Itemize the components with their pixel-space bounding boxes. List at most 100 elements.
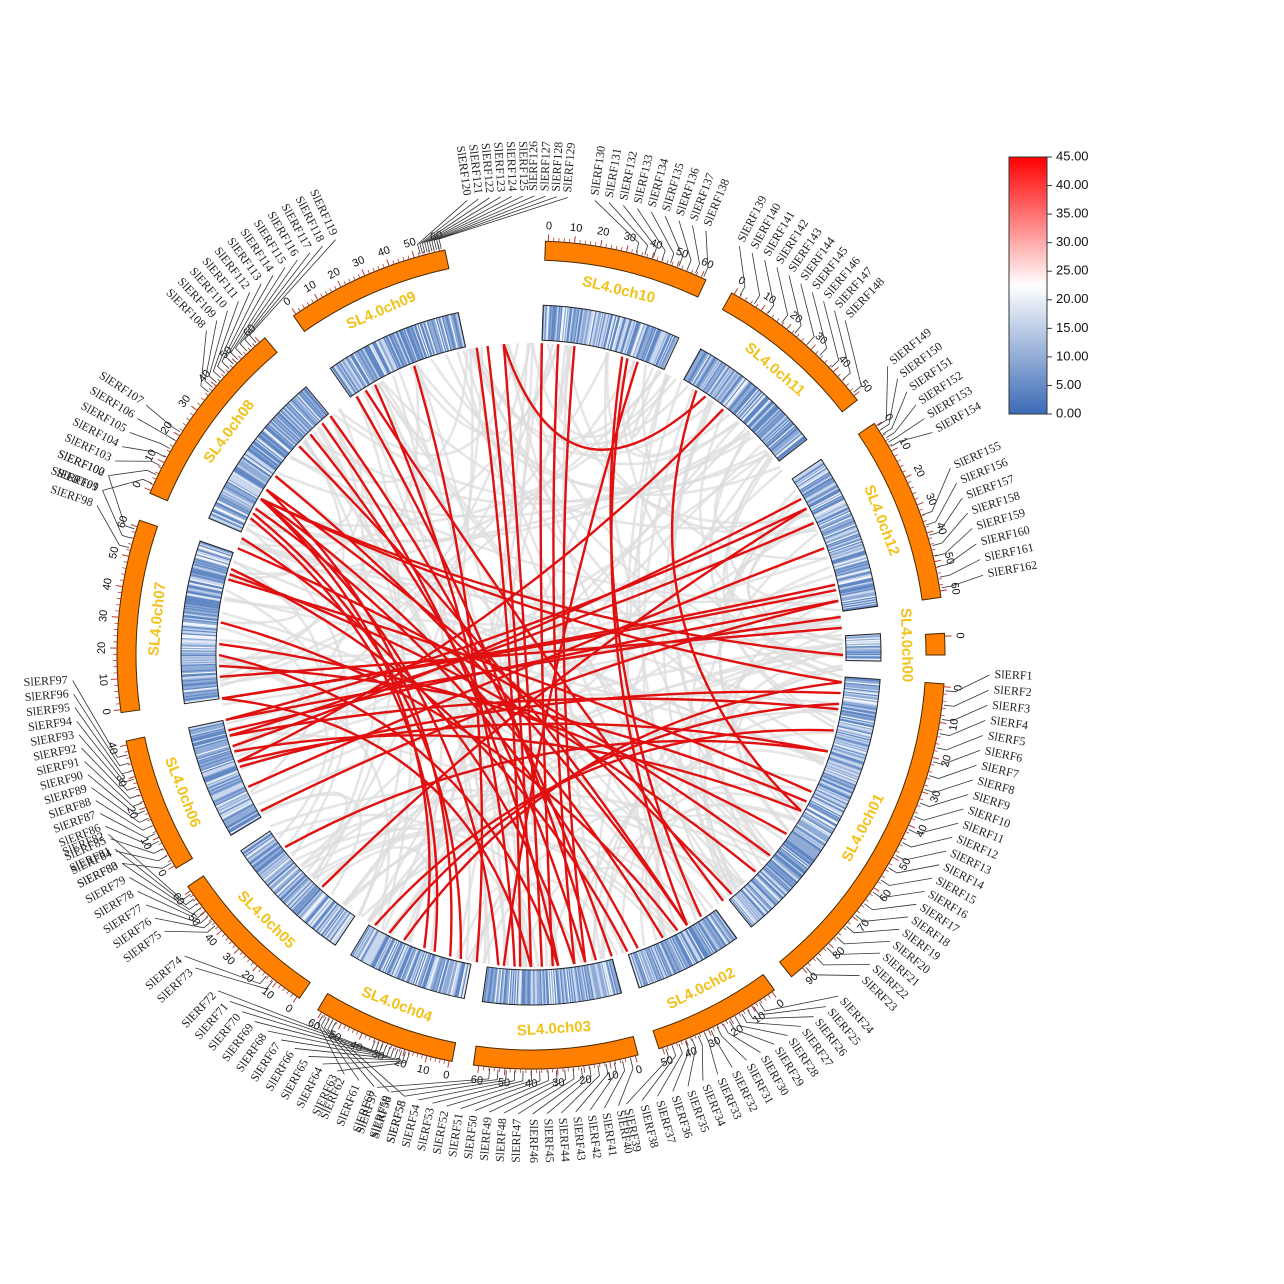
legend-tick-label: 25.00: [1056, 263, 1089, 278]
major-tick: [231, 358, 238, 364]
red-link: [609, 356, 703, 918]
gene-leader-line: [230, 267, 286, 361]
chromosome-label: SL4.0ch00: [897, 608, 916, 683]
tick-label: 70: [855, 917, 872, 934]
gene-leader-line: [426, 196, 512, 252]
gene-leader-line: [844, 320, 862, 393]
chromosome-block-sl4-0ch08: [149, 337, 278, 502]
major-tick: [600, 239, 603, 247]
grey-link: [468, 348, 843, 685]
gene-leader-line: [280, 1039, 395, 1058]
tick-label: 30: [923, 492, 939, 508]
gene-leader-line: [836, 936, 890, 945]
gene-leader-line: [622, 205, 657, 258]
tick-label: 10: [259, 985, 276, 1002]
gene-leader-line: [104, 825, 160, 847]
gene-leader-line: [417, 200, 468, 255]
red-link: [329, 415, 613, 957]
gene-leader-line: [678, 220, 692, 270]
gene-leader-line: [336, 1052, 410, 1072]
major-tick: [411, 250, 415, 258]
gene-leader-line: [823, 301, 840, 368]
major-tick: [676, 260, 680, 268]
major-tick: [168, 865, 175, 870]
gene-leader-line: [919, 794, 969, 807]
gene-leader-line: [137, 891, 205, 920]
gene-density-track: [180, 304, 882, 1006]
major-tick: [139, 806, 147, 811]
red-link: [321, 422, 560, 967]
gene-leader-line: [855, 914, 908, 922]
major-tick: [873, 887, 880, 892]
major-tick: [157, 459, 165, 464]
gene-label-slerf3: SlERF3: [992, 698, 1031, 716]
gene-label-slerf94: SlERF94: [27, 714, 73, 734]
gene-leader-line: [95, 800, 152, 831]
density-block-sl4-0ch04: [350, 924, 472, 1000]
red-link: [355, 395, 598, 961]
gene-leader-line: [716, 1026, 747, 1061]
tick-label: 30: [351, 254, 367, 270]
gene-leader-line: [489, 1070, 558, 1113]
gene-leader-line: [239, 252, 311, 352]
gene-leader-line: [546, 1066, 592, 1115]
gene-leader-line: [323, 1018, 375, 1087]
gene-leader-line: [532, 1067, 583, 1115]
tick-label: 10: [896, 436, 912, 453]
grey-link: [220, 574, 299, 625]
tick-label: 10: [751, 1010, 768, 1027]
red-link: [260, 497, 843, 684]
gene-leader-line: [902, 836, 953, 848]
major-tick: [317, 1011, 322, 1019]
major-tick: [892, 856, 899, 861]
major-tick: [661, 1047, 666, 1055]
gene-leader-line: [322, 1051, 406, 1065]
density-block-sl4-0ch09: [329, 312, 467, 398]
gene-leader-line: [129, 432, 171, 449]
gene-leader-line: [446, 1070, 532, 1107]
grey-link: [240, 539, 838, 604]
gene-leader-line: [561, 1065, 600, 1114]
grey-link: [470, 348, 715, 457]
gene-leader-line: [604, 1060, 626, 1109]
grey-link: [721, 667, 843, 867]
chromosome-block-sl4-0ch09: [292, 249, 450, 333]
gene-leader-line: [81, 747, 140, 799]
gene-leader-line: [208, 310, 228, 383]
major-tick: [851, 915, 858, 922]
gene-leader-line: [924, 779, 973, 794]
tick-label: 40: [914, 823, 930, 839]
red-link: [219, 642, 788, 836]
red-link: [486, 345, 533, 968]
grey-link: [233, 415, 365, 752]
gene-label-slerf127: SlERF127: [537, 141, 553, 191]
gene-leader-line: [204, 320, 218, 388]
gene-leader-line: [294, 1048, 399, 1060]
gene-leader-line: [108, 475, 135, 530]
tick-label: 30: [706, 1035, 722, 1051]
color-legend: 45.00 40.00 35.00 30.00 25.00 20.00 15.00 10.00…: [1008, 148, 1089, 420]
gene-leader-line: [811, 292, 828, 356]
major-tick: [916, 501, 924, 506]
red-link: [229, 573, 757, 873]
tick-label: 30: [623, 230, 638, 245]
major-tick: [943, 686, 951, 688]
legend-colorbar: [1008, 156, 1048, 415]
grey-link: [320, 846, 437, 951]
major-tick: [685, 1038, 689, 1046]
tick-label: 0: [952, 684, 964, 691]
gene-leader-line: [687, 1038, 697, 1087]
major-tick: [801, 967, 808, 974]
chromosome-block-sl4-0ch02: [652, 973, 776, 1050]
gene-leader-line: [460, 1070, 541, 1109]
gene-leader-line: [102, 478, 153, 491]
tick-label: 50: [659, 1054, 674, 1069]
gene-label-slerf120: SlERF120: [454, 145, 475, 196]
density-block-sl4-0ch02: [627, 909, 738, 989]
gene-leader-line: [703, 230, 709, 277]
gene-leader-line: [697, 1035, 704, 1081]
red-link: [230, 567, 629, 953]
red-link: [237, 722, 828, 763]
gene-leader-line: [267, 1030, 391, 1057]
gene-leader-line: [908, 822, 959, 835]
